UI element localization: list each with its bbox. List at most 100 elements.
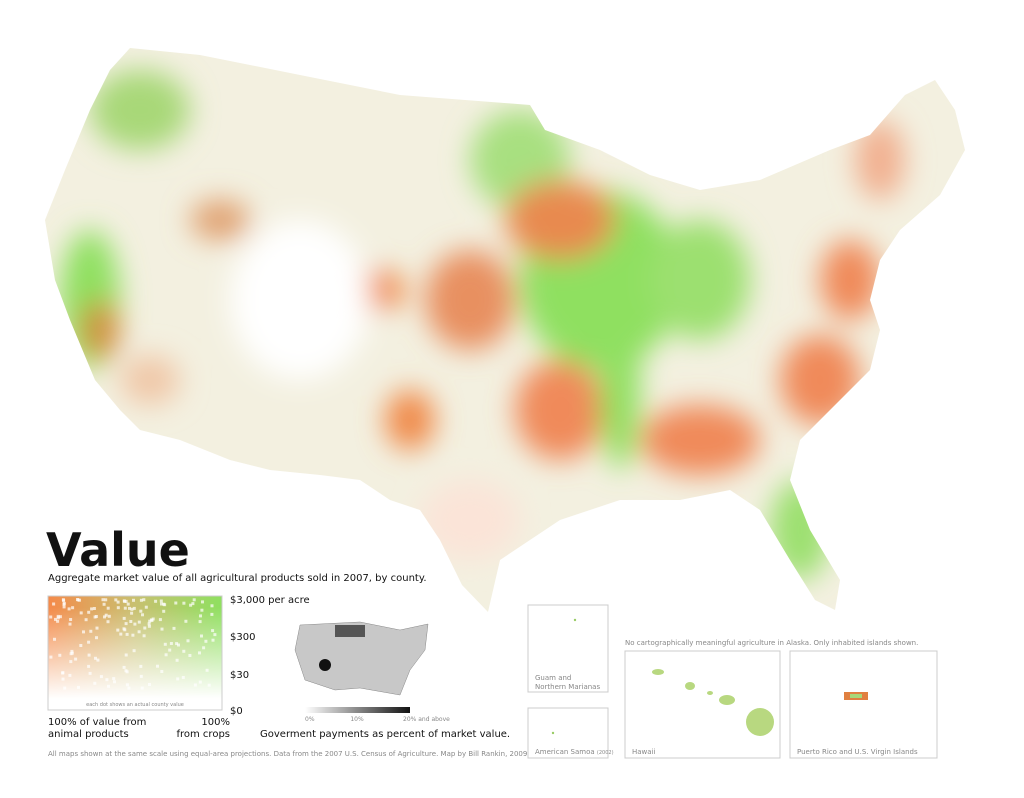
legend-dot — [116, 600, 120, 604]
legend-dot — [199, 614, 202, 618]
legend-dot — [116, 606, 120, 610]
legend-dot — [79, 611, 83, 615]
legend-dot — [137, 630, 141, 634]
legend-dot — [69, 618, 73, 621]
legend-dot — [123, 599, 126, 603]
legend-dot — [144, 605, 148, 609]
legend-dot — [61, 671, 65, 675]
legend-dot — [159, 599, 163, 603]
legend-dot — [106, 620, 110, 624]
legend-dot — [68, 622, 72, 626]
legend-dot — [164, 653, 168, 657]
legend-dot — [125, 683, 129, 687]
legend-dot — [201, 600, 204, 604]
legend-dot — [123, 606, 127, 610]
hawaii-label: Hawaii — [632, 748, 656, 756]
legend-dot — [96, 658, 100, 662]
legend-dot — [137, 620, 141, 624]
legend-y-label: $3,000 per acre — [230, 595, 310, 606]
legend-dot — [176, 677, 180, 681]
legend-dot — [99, 675, 103, 679]
legend-dot — [182, 601, 186, 605]
legend-dot — [70, 649, 74, 653]
legend-dot — [162, 609, 166, 613]
legend-dot — [210, 612, 214, 616]
legend-dot — [89, 629, 93, 633]
legend-dot — [102, 602, 106, 606]
legend-dot — [95, 636, 98, 640]
legend-dot — [163, 642, 167, 646]
scale-label: 10% — [350, 716, 364, 723]
legend-dot — [92, 607, 96, 610]
legend-left-label: animal products — [48, 729, 129, 740]
legend-dot — [106, 606, 110, 610]
legend-dot — [147, 624, 151, 628]
payments-map: 0% 10% 20% and above Goverment payments … — [260, 621, 510, 740]
legend-dot — [191, 602, 195, 606]
legend-dot — [200, 608, 204, 612]
legend-dot — [122, 627, 126, 631]
legend-dot — [56, 619, 60, 623]
legend-dot — [124, 599, 128, 603]
legend-dot — [126, 602, 130, 606]
legend-dot — [211, 638, 215, 642]
legend-dot — [74, 657, 78, 661]
legend-dot — [62, 599, 66, 603]
legend-dot — [160, 670, 164, 673]
legend-dot — [105, 678, 109, 682]
legend-dot — [56, 614, 60, 618]
alaska-note: No cartographically meaningful agricultu… — [625, 639, 918, 647]
legend-dot — [198, 680, 202, 684]
legend-dot — [82, 630, 85, 634]
legend-dot — [129, 620, 133, 623]
samoa-label: American Samoa (2002) — [535, 748, 614, 756]
legend-dot — [147, 622, 151, 626]
legend-dot — [184, 619, 188, 623]
legend-dot — [119, 632, 123, 636]
legend-dot — [113, 680, 116, 684]
legend-dot — [148, 619, 152, 623]
legend-dot — [52, 602, 56, 606]
legend-dot — [204, 639, 208, 643]
legend-dot — [122, 665, 126, 669]
legend-dot — [210, 604, 214, 608]
legend-dot — [49, 655, 53, 659]
legend-dot — [140, 686, 144, 690]
footer: All maps shown at the same scale using e… — [48, 750, 527, 758]
guam-label: Northern Marianas — [535, 683, 600, 691]
legend-dot — [53, 637, 56, 641]
subtitle: Aggregate market value of all agricultur… — [48, 573, 427, 584]
puerto-rico-label: Puerto Rico and U.S. Virgin Islands — [797, 748, 918, 756]
legend-dot — [213, 633, 217, 637]
legend-dot — [130, 607, 134, 611]
legend-dot — [141, 613, 144, 617]
legend-dot — [202, 646, 206, 650]
legend-dot — [200, 634, 203, 638]
legend-dot — [94, 656, 97, 660]
legend-dot — [172, 626, 176, 630]
legend-dot — [116, 628, 120, 632]
legend-dot — [58, 653, 62, 657]
legend: each dot shows an actual county value $3… — [47, 595, 310, 740]
legend-dot — [124, 653, 128, 657]
legend-dot — [132, 649, 136, 653]
legend-dot — [174, 601, 178, 605]
guam-label: Guam and — [535, 674, 571, 682]
legend-dot — [130, 611, 134, 615]
legend-dot — [93, 681, 97, 685]
legend-dot — [49, 615, 53, 619]
legend-dot — [143, 626, 147, 630]
legend-dot — [61, 677, 65, 681]
legend-dot — [142, 598, 146, 602]
legend-dot — [104, 598, 108, 602]
legend-dot — [58, 615, 62, 619]
legend-dot — [69, 660, 73, 664]
legend-dot — [62, 605, 66, 609]
legend-dot — [132, 606, 136, 610]
legend-dot — [70, 651, 74, 655]
legend-dot — [139, 664, 143, 668]
legend-dot — [192, 598, 196, 602]
legend-dot — [76, 598, 79, 601]
legend-dot — [177, 643, 180, 647]
legend-dot — [154, 599, 158, 603]
